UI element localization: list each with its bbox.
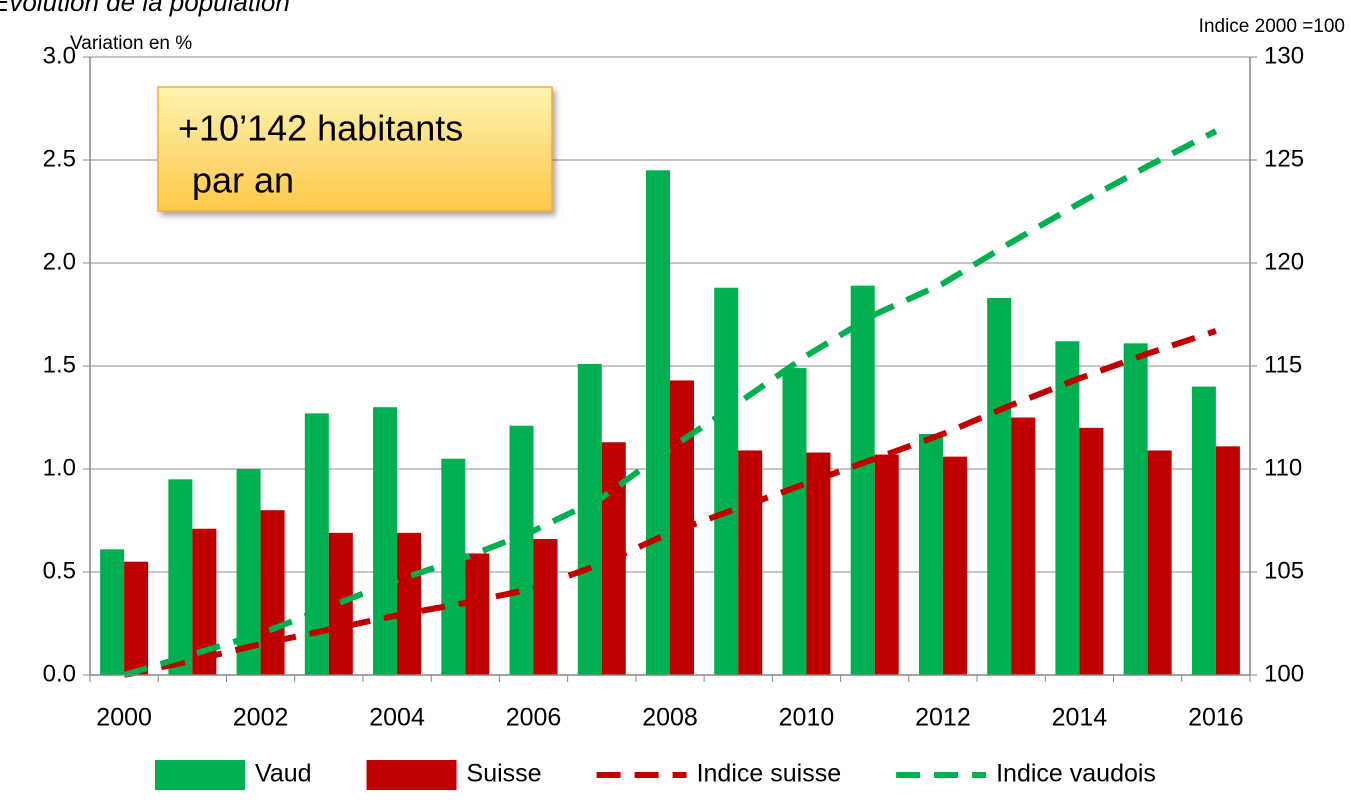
x-tick-label: 2004 (369, 704, 425, 732)
y2-axis-label: Indice 2000 =100 (1199, 16, 1345, 37)
bar (942, 456, 967, 675)
y-tick-label: 2.0 (43, 248, 76, 275)
y2-tick-label: 125 (1264, 145, 1304, 172)
x-tick-label: 2006 (506, 704, 562, 732)
y-tick-label: 2.5 (43, 145, 76, 172)
y-axis-label: Variation en % (70, 33, 192, 54)
y2-tick-label: 110 (1264, 454, 1302, 481)
y2-tick-label: 120 (1264, 248, 1304, 275)
bar (577, 363, 602, 675)
y-tick-label: 1.5 (43, 351, 76, 378)
y-tick-label: 0.0 (43, 660, 76, 687)
y2-tick-label: 115 (1264, 351, 1302, 378)
x-tick-label: 2002 (233, 704, 289, 732)
bar (304, 413, 329, 675)
bar (509, 425, 534, 675)
bar (1055, 341, 1080, 675)
bar (100, 549, 125, 675)
bar (738, 450, 763, 675)
bar (646, 170, 670, 676)
legend-label: Indice suisse (697, 760, 842, 788)
annotation: +10’142 habitants (178, 108, 463, 149)
x-tick-label: 2010 (779, 704, 835, 732)
annotation-box (157, 86, 553, 212)
bar (465, 553, 490, 675)
bar (1011, 417, 1036, 675)
y-tick-label: 0.5 (43, 557, 76, 584)
x-tick-label: 2000 (96, 704, 152, 732)
bar (441, 458, 466, 675)
chart-title: Évolution de la population (0, 0, 290, 17)
y2-tick-label: 105 (1264, 557, 1304, 584)
legend-swatch (155, 760, 245, 790)
y-tick-label: 1.0 (43, 454, 76, 481)
bar (260, 510, 285, 675)
bar (806, 452, 831, 675)
legend-label: Indice vaudois (996, 760, 1156, 788)
bar (714, 287, 739, 675)
bar (782, 368, 807, 675)
bar (124, 561, 149, 675)
x-tick-label: 2012 (915, 704, 971, 732)
bar (397, 532, 422, 675)
annotation: par an (192, 160, 294, 201)
bar (1123, 343, 1148, 675)
legend-label: Suisse (467, 760, 542, 788)
legend-swatch (366, 760, 457, 790)
index-line (123, 128, 1218, 678)
bar (874, 454, 899, 675)
x-tick-label: 2014 (1052, 704, 1108, 732)
legend-label: Vaud (255, 760, 312, 788)
y2-tick-label: 100 (1264, 660, 1304, 687)
x-tick-label: 2008 (642, 704, 698, 732)
bar (1215, 446, 1240, 675)
bar (168, 479, 193, 675)
y2-tick-label: 130 (1264, 42, 1304, 69)
bar (373, 407, 398, 675)
bar (1191, 386, 1216, 675)
y-tick-label: 3.0 (43, 42, 76, 69)
bar (1079, 427, 1104, 675)
bar (850, 285, 875, 675)
bar (987, 298, 1012, 675)
bar (918, 433, 943, 675)
x-tick-label: 2016 (1188, 704, 1244, 732)
bar (1147, 450, 1172, 675)
bar (533, 539, 558, 675)
index-line (123, 328, 1217, 678)
